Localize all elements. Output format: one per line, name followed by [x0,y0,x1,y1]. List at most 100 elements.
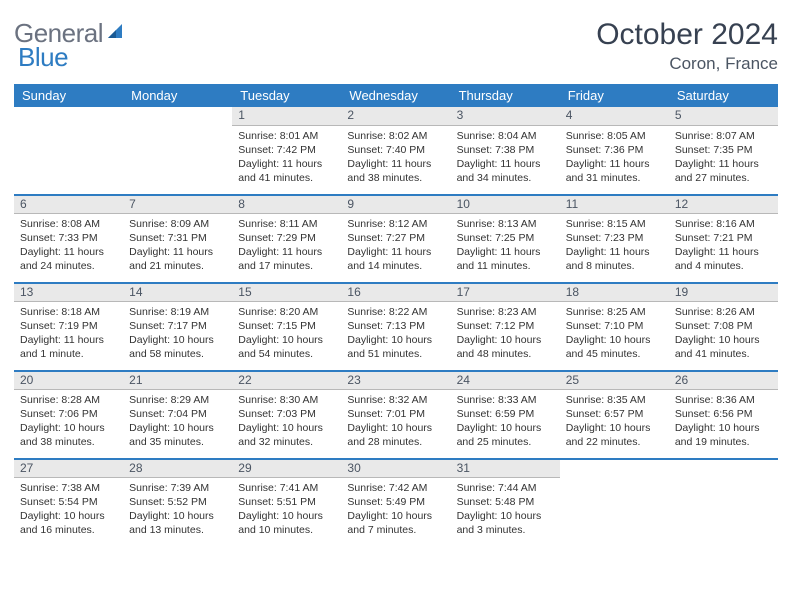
sunrise-text: Sunrise: 7:44 AM [457,481,554,495]
day-content-cell: Sunrise: 8:15 AMSunset: 7:23 PMDaylight:… [560,213,669,283]
sunrise-text: Sunrise: 7:41 AM [238,481,335,495]
day-content-cell: Sunrise: 8:11 AMSunset: 7:29 PMDaylight:… [232,213,341,283]
day-number-cell [560,459,669,477]
day-number-row: 6789101112 [14,195,778,213]
day-number-cell: 14 [123,283,232,301]
day-content-cell: Sunrise: 8:16 AMSunset: 7:21 PMDaylight:… [669,213,778,283]
sunrise-text: Sunrise: 8:02 AM [347,129,444,143]
daylight-text: Daylight: 10 hours and 58 minutes. [129,333,226,361]
sunset-text: Sunset: 7:04 PM [129,407,226,421]
sunrise-text: Sunrise: 8:19 AM [129,305,226,319]
day-content-cell: Sunrise: 8:20 AMSunset: 7:15 PMDaylight:… [232,301,341,371]
sunrise-text: Sunrise: 8:30 AM [238,393,335,407]
day-number-cell: 21 [123,371,232,389]
day-number-cell: 3 [451,107,560,125]
day-number-cell: 25 [560,371,669,389]
sunrise-text: Sunrise: 8:12 AM [347,217,444,231]
sunset-text: Sunset: 5:51 PM [238,495,335,509]
day-number-cell [123,107,232,125]
daylight-text: Daylight: 10 hours and 25 minutes. [457,421,554,449]
day-number-cell: 28 [123,459,232,477]
daylight-text: Daylight: 10 hours and 28 minutes. [347,421,444,449]
day-number-cell: 20 [14,371,123,389]
daylight-text: Daylight: 11 hours and 17 minutes. [238,245,335,273]
sunset-text: Sunset: 6:56 PM [675,407,772,421]
day-number-cell: 7 [123,195,232,213]
day-content-cell: Sunrise: 8:19 AMSunset: 7:17 PMDaylight:… [123,301,232,371]
weekday-header: Saturday [669,84,778,107]
logo-sail-icon [105,20,127,47]
day-content-cell: Sunrise: 8:26 AMSunset: 7:08 PMDaylight:… [669,301,778,371]
sunset-text: Sunset: 6:57 PM [566,407,663,421]
day-content-row: Sunrise: 8:28 AMSunset: 7:06 PMDaylight:… [14,389,778,459]
daylight-text: Daylight: 10 hours and 45 minutes. [566,333,663,361]
location-subtitle: Coron, France [596,54,778,74]
sunset-text: Sunset: 7:23 PM [566,231,663,245]
daylight-text: Daylight: 11 hours and 11 minutes. [457,245,554,273]
sunrise-text: Sunrise: 8:04 AM [457,129,554,143]
day-content-cell: Sunrise: 7:42 AMSunset: 5:49 PMDaylight:… [341,477,450,547]
sunrise-text: Sunrise: 8:01 AM [238,129,335,143]
day-number-cell: 26 [669,371,778,389]
sunrise-text: Sunrise: 8:15 AM [566,217,663,231]
day-content-cell: Sunrise: 8:22 AMSunset: 7:13 PMDaylight:… [341,301,450,371]
day-content-cell: Sunrise: 8:09 AMSunset: 7:31 PMDaylight:… [123,213,232,283]
sunset-text: Sunset: 7:08 PM [675,319,772,333]
calendar-table: Sunday Monday Tuesday Wednesday Thursday… [14,84,778,547]
sunrise-text: Sunrise: 8:22 AM [347,305,444,319]
day-number-cell: 9 [341,195,450,213]
sunrise-text: Sunrise: 8:28 AM [20,393,117,407]
sunrise-text: Sunrise: 8:36 AM [675,393,772,407]
day-content-cell: Sunrise: 8:04 AMSunset: 7:38 PMDaylight:… [451,125,560,195]
daylight-text: Daylight: 10 hours and 3 minutes. [457,509,554,537]
sunrise-text: Sunrise: 8:25 AM [566,305,663,319]
sunset-text: Sunset: 7:38 PM [457,143,554,157]
day-content-cell: Sunrise: 8:12 AMSunset: 7:27 PMDaylight:… [341,213,450,283]
page-title: October 2024 [596,18,778,52]
daylight-text: Daylight: 10 hours and 16 minutes. [20,509,117,537]
daylight-text: Daylight: 10 hours and 22 minutes. [566,421,663,449]
daylight-text: Daylight: 11 hours and 1 minute. [20,333,117,361]
sunset-text: Sunset: 7:12 PM [457,319,554,333]
daylight-text: Daylight: 11 hours and 31 minutes. [566,157,663,185]
sunrise-text: Sunrise: 8:32 AM [347,393,444,407]
day-number-cell: 27 [14,459,123,477]
sunset-text: Sunset: 7:33 PM [20,231,117,245]
sunrise-text: Sunrise: 7:42 AM [347,481,444,495]
sunrise-text: Sunrise: 7:39 AM [129,481,226,495]
day-number-cell: 16 [341,283,450,301]
sunrise-text: Sunrise: 8:29 AM [129,393,226,407]
sunset-text: Sunset: 7:36 PM [566,143,663,157]
daylight-text: Daylight: 11 hours and 14 minutes. [347,245,444,273]
sunrise-text: Sunrise: 8:35 AM [566,393,663,407]
day-number-cell: 8 [232,195,341,213]
sunset-text: Sunset: 5:49 PM [347,495,444,509]
title-block: October 2024 Coron, France [596,18,778,74]
day-number-cell: 22 [232,371,341,389]
day-number-cell: 12 [669,195,778,213]
sunset-text: Sunset: 5:54 PM [20,495,117,509]
daylight-text: Daylight: 10 hours and 54 minutes. [238,333,335,361]
day-content-cell: Sunrise: 8:35 AMSunset: 6:57 PMDaylight:… [560,389,669,459]
day-number-cell: 23 [341,371,450,389]
sunset-text: Sunset: 7:17 PM [129,319,226,333]
sunset-text: Sunset: 7:15 PM [238,319,335,333]
day-content-cell: Sunrise: 8:08 AMSunset: 7:33 PMDaylight:… [14,213,123,283]
day-content-cell [669,477,778,547]
day-number-cell: 5 [669,107,778,125]
day-content-cell: Sunrise: 7:44 AMSunset: 5:48 PMDaylight:… [451,477,560,547]
day-number-cell: 19 [669,283,778,301]
day-content-cell: Sunrise: 8:32 AMSunset: 7:01 PMDaylight:… [341,389,450,459]
day-number-cell: 2 [341,107,450,125]
sunset-text: Sunset: 7:27 PM [347,231,444,245]
day-number-cell: 15 [232,283,341,301]
day-content-cell: Sunrise: 8:13 AMSunset: 7:25 PMDaylight:… [451,213,560,283]
day-content-cell: Sunrise: 8:23 AMSunset: 7:12 PMDaylight:… [451,301,560,371]
weekday-header-row: Sunday Monday Tuesday Wednesday Thursday… [14,84,778,107]
weekday-header: Friday [560,84,669,107]
day-number-cell [14,107,123,125]
day-number-row: 2728293031 [14,459,778,477]
sunrise-text: Sunrise: 8:07 AM [675,129,772,143]
day-number-cell [669,459,778,477]
logo-text-blue: Blue [18,42,68,72]
